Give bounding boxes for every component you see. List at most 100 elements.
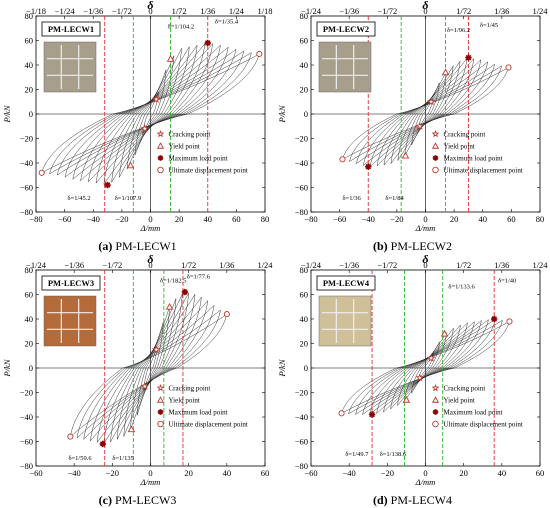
legend-label: Maximum load point (169, 155, 228, 163)
maximum-load-point-marker (465, 54, 472, 61)
y-tick-label: 60 (300, 290, 309, 300)
specimen-photo (318, 295, 372, 347)
chart-svg-b: δ−80 −60 −40 −20 0 20 40 60 80−1/24 −1/36 −1/72 0 1/… (277, 0, 548, 253)
chart-panel-a: δ −80 −60 −40 −20 0 20 40 60 80 −1/18 −1/24 −1/36 −1/… (0, 0, 275, 254)
x-tick-label: −60 (29, 468, 42, 478)
hysteresis-loop (362, 319, 489, 416)
caption-letter: (d) (373, 493, 391, 507)
x-tick-label: 80 (536, 214, 545, 224)
top-axis-title: δ (147, 254, 153, 266)
specimen-label-box (41, 21, 101, 37)
specimen-label-box (316, 275, 376, 291)
y-tick-label: 20 (300, 339, 309, 349)
x-tick-label: 0 (148, 468, 152, 478)
y-tick-label: 80 (300, 265, 309, 275)
delta-annotation: δ=1/40 (498, 277, 516, 284)
legend-label: Yield point (444, 397, 475, 405)
x-tick-label: 20 (450, 214, 459, 224)
hysteresis-loop (349, 65, 502, 163)
hysteresis-loop (70, 313, 228, 438)
x-tick-label: 0 (423, 468, 427, 478)
hysteresis-loop (342, 66, 509, 160)
delta-annotation: δ=1/77.6 (187, 274, 211, 281)
legend-yield-icon (156, 396, 165, 403)
maximum-load-point-marker (365, 163, 372, 170)
maximum-load-point-marker (204, 39, 211, 47)
caption-name: PM-LECW1 (115, 239, 176, 253)
legend: Cracking point Yield point Maximum load po… (156, 383, 248, 429)
legend-yield-icon (156, 142, 165, 149)
legend-label: Cracking point (444, 131, 486, 139)
y-axis-label: P/kN (2, 104, 12, 123)
x-tick-label: 80 (261, 214, 270, 224)
y-tick-label: 20 (25, 85, 34, 95)
y-tick-label: −40 (295, 158, 308, 168)
x-axis-label: Δ/mm (415, 477, 436, 487)
y-axis-label: P/kN (277, 358, 287, 377)
y-tick-label: −60 (20, 183, 33, 193)
y-axis-label: P/kN (2, 358, 12, 377)
yield-point-marker (401, 151, 410, 159)
top-axis-title: δ (422, 254, 428, 266)
hysteresis-loop (126, 55, 175, 170)
y-tick-label: 60 (25, 290, 34, 300)
delta-annotation: δ=1/133.6 (448, 283, 475, 290)
y-tick-label: −60 (20, 437, 33, 447)
x-tick-label: 60 (507, 214, 516, 224)
y-tick-label: 0 (304, 109, 308, 119)
top-tick-label: 1/36 (219, 260, 234, 270)
caption-name: PM-LECW3 (115, 493, 176, 507)
y-tick-label: 80 (300, 11, 309, 21)
legend-max-load-icon (157, 155, 164, 161)
cracking-point-marker (427, 353, 436, 362)
y-tick-label: −40 (20, 158, 33, 168)
x-tick-label: 60 (261, 468, 270, 478)
ultimate-displacement-point-marker (223, 311, 230, 318)
delta-annotation: δ=1/45 (480, 22, 498, 29)
specimen-label-box (316, 21, 376, 37)
hysteresis-loop (355, 63, 496, 165)
y-tick-label: 40 (300, 314, 309, 324)
legend: Cracking point Yield point Maximum load po… (156, 129, 248, 175)
hysteresis-loop (390, 324, 461, 410)
x-tick-label: −60 (333, 214, 346, 224)
hysteresis-loop (103, 294, 196, 444)
legend-yield-icon (431, 396, 440, 403)
cracking-point-marker (152, 94, 161, 103)
x-tick-label: −20 (381, 468, 394, 478)
ultimate-displacement-point-marker (506, 318, 513, 325)
top-tick-label: −1/72 (112, 6, 132, 16)
legend-cracking-icon (431, 383, 440, 392)
cracking-point-marker (140, 124, 149, 133)
y-tick-label: −80 (295, 207, 308, 217)
hysteresis-loop (404, 332, 447, 402)
chart-panel-c: δ −60 −40 −20 0 20 40 60 −1/24 −1/36 −1/72 0 1/72 1/3… (0, 254, 275, 508)
legend: Cracking point Yield point Maximum load po… (431, 383, 523, 429)
chart-svg-a: δ−80 −60 −40 −20 0 20 40 60 80−1/18 −1/24 −1/36 −1/… (2, 0, 273, 253)
panel-caption: (a) PM-LECW1 (98, 239, 176, 253)
yield-point-marker (127, 425, 136, 433)
y-tick-label: −20 (20, 388, 33, 398)
top-tick-label: −1/36 (83, 6, 103, 16)
specimen-photo (43, 295, 97, 347)
y-tick-label: −20 (295, 388, 308, 398)
x-axis-label: Δ/mm (415, 223, 436, 233)
specimen-label: PM-LECW3 (48, 278, 94, 288)
specimen-label-box (41, 275, 101, 291)
x-tick-label: 40 (498, 468, 507, 478)
panel-caption: (d) PM-LECW4 (373, 493, 452, 507)
x-tick-label: −40 (68, 468, 81, 478)
x-tick-label: 40 (204, 214, 213, 224)
legend-ultimate-icon (157, 166, 164, 174)
top-tick-label: 1/24 (229, 6, 245, 16)
panel-caption: (c) PM-LECW3 (99, 493, 177, 507)
legend-label: Maximum load point (169, 409, 228, 417)
x-tick-label: 60 (536, 468, 545, 478)
x-tick-label: −40 (343, 468, 356, 478)
delta-annotation: δ=1/45.2 (67, 195, 90, 202)
maximum-load-point-marker (491, 315, 498, 323)
ultimate-displacement-point-marker (256, 50, 263, 58)
ultimate-displacement-point-marker (339, 156, 346, 163)
x-tick-label: −20 (115, 214, 128, 224)
hysteresis-loop (362, 61, 489, 166)
